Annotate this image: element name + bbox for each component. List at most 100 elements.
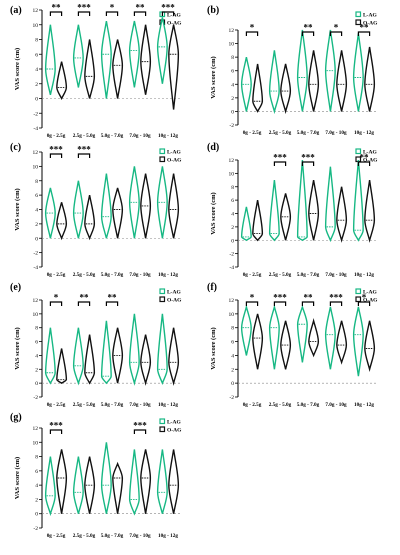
legend-label: O-AG <box>167 298 182 304</box>
y-tick-label: 2 <box>35 82 38 88</box>
y-tick-label: 8 <box>35 455 38 461</box>
panel-c: (c) -4 -2 0 2 4 6 8 10 12 VAS score (cm) L-AG O-AG 0g… <box>10 142 182 278</box>
legend-label: L-AG <box>167 420 181 426</box>
violin-l-ag <box>324 166 336 243</box>
panel-f: (f) -2 0 2 4 6 8 10 12 VAS score (cm) L-AG O-AG 0g -… <box>207 282 378 408</box>
panel-label: (d) <box>207 142 219 153</box>
violin-o-ag <box>308 179 320 241</box>
x-tick-label: 10g - 12g <box>354 402 374 408</box>
y-tick-label: -2 <box>33 251 38 257</box>
violin-o-ag <box>112 461 124 514</box>
significance-marker: ** <box>304 293 314 303</box>
y-tick-label: -2 <box>33 395 38 401</box>
significance-marker: *** <box>133 421 147 431</box>
x-tick-label: 0g - 2.5g <box>47 133 66 139</box>
significance-bracket <box>329 31 343 36</box>
violin-l-ag <box>240 206 252 242</box>
significance-bracket <box>105 301 119 306</box>
significance-bracket <box>357 301 371 306</box>
violin-l-ag <box>268 304 280 370</box>
y-tick-label: 6 <box>35 340 38 346</box>
y-tick-label: -2 <box>33 526 38 532</box>
x-tick-label: 10g - 12g <box>158 133 178 139</box>
legend-swatch <box>159 426 166 433</box>
y-tick-label: 10 <box>33 164 39 170</box>
y-axis-label: VAS score (cm) <box>14 457 21 499</box>
x-tick-label: 10g - 12g <box>354 272 374 278</box>
significance-bracket <box>77 11 91 16</box>
significance-bracket <box>301 161 315 166</box>
violin-l-ag <box>72 327 84 386</box>
violin-o-ag <box>84 194 96 241</box>
y-tick-label: 8 <box>35 179 38 185</box>
significance-marker: *** <box>273 153 287 163</box>
violin-o-ag <box>336 186 348 243</box>
y-tick-label: 12 <box>33 150 39 156</box>
y-axis-label: VAS score (cm) <box>14 188 21 230</box>
violin-l-ag <box>100 320 112 385</box>
violin-l-ag <box>324 306 336 370</box>
y-tick-label: 6 <box>231 340 234 346</box>
y-tick-label: 12 <box>229 28 235 34</box>
panel-e: (e) -2 0 2 4 6 8 10 12 VAS score (cm) L-AG O-AG 0g -… <box>10 282 182 408</box>
y-tick-label: 2 <box>35 367 38 373</box>
x-tick-label: 0g - 2.5g <box>47 272 66 278</box>
x-tick-label: 7.0g - 10g <box>325 272 347 278</box>
legend-label: O-AG <box>167 428 182 434</box>
legend-label: O-AG <box>363 298 378 304</box>
legend-swatch <box>159 288 166 295</box>
significance-marker: *** <box>273 293 287 303</box>
violin-o-ag <box>168 24 180 110</box>
y-tick-label: 6 <box>35 193 38 199</box>
legend-label: O-AG <box>363 158 378 164</box>
violin-l-ag <box>296 304 308 363</box>
significance-marker: *** <box>77 3 91 13</box>
significance-bracket <box>273 161 287 166</box>
significance-bracket <box>329 301 343 306</box>
y-tick-label: 2 <box>231 225 234 231</box>
y-tick-label: 0 <box>231 109 234 115</box>
violin-o-ag <box>84 334 96 385</box>
y-tick-label: 0 <box>231 238 234 244</box>
x-tick-label: 7.0g - 10g <box>325 130 347 136</box>
violin-l-ag <box>72 180 84 239</box>
significance-bracket <box>49 153 63 158</box>
legend-label: O-AG <box>167 158 182 164</box>
violin-o-ag <box>252 313 264 370</box>
x-tick-label: 0g - 2.5g <box>243 272 262 278</box>
violin-o-ag <box>336 50 348 112</box>
violin-o-ag <box>280 63 292 115</box>
violin-o-ag <box>336 320 348 365</box>
significance-marker: ** <box>360 153 370 163</box>
significance-bracket <box>133 429 147 434</box>
significance-bracket <box>133 11 147 16</box>
panel-b: (b) -2 0 2 4 6 8 10 12 VAS score (cm) L-AG O-AG 0g -… <box>207 5 378 136</box>
x-tick-label: 2.5g - 5.0g <box>73 533 96 539</box>
y-tick-label: 8 <box>35 38 38 44</box>
y-tick-label: 4 <box>231 212 234 218</box>
y-tick-label: 4 <box>35 483 38 489</box>
y-tick-label: 0 <box>35 236 38 242</box>
significance-bracket <box>105 11 119 16</box>
y-tick-label: 12 <box>33 8 39 14</box>
significance-marker: *** <box>301 153 315 163</box>
violin-o-ag <box>56 61 68 101</box>
violin-l-ag <box>100 442 112 514</box>
violin-l-ag <box>296 159 308 242</box>
legend-swatch <box>355 19 362 26</box>
violin-o-ag <box>308 318 320 358</box>
y-tick-label: 8 <box>231 185 234 191</box>
y-tick-label: -2 <box>33 111 38 117</box>
legend-label: O-AG <box>363 21 378 27</box>
significance-marker: *** <box>49 421 63 431</box>
y-axis-label: VAS score (cm) <box>210 56 217 98</box>
y-tick-label: 8 <box>231 55 234 61</box>
y-tick-label: 6 <box>231 198 234 204</box>
panel-label: (a) <box>10 5 22 16</box>
y-tick-label: 6 <box>35 469 38 475</box>
y-axis-label: VAS score (cm) <box>210 327 217 369</box>
violin-o-ag <box>56 449 68 514</box>
panel-label: (g) <box>10 412 22 423</box>
significance-bracket <box>49 429 63 434</box>
significance-bracket <box>77 301 91 306</box>
